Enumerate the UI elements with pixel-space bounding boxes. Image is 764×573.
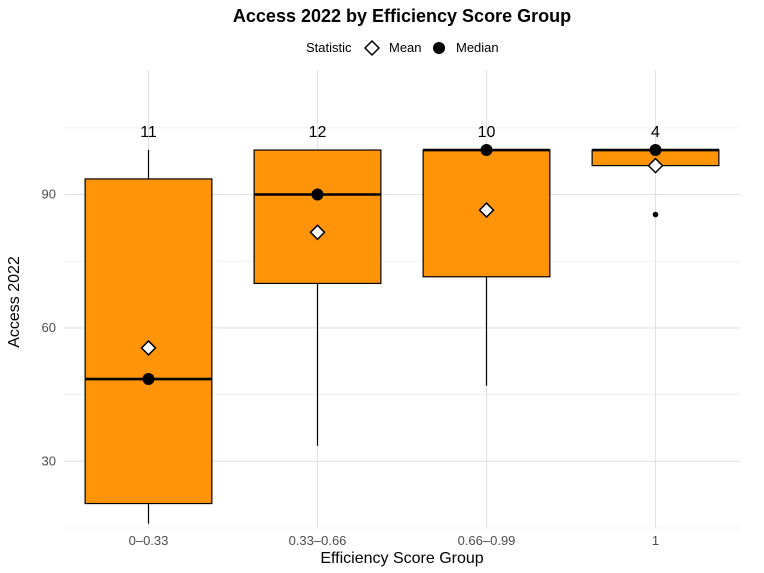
- mean-point: [647, 157, 664, 174]
- mean-point: [140, 339, 157, 356]
- legend-median-circle-icon: [433, 42, 445, 54]
- median-point: [142, 373, 155, 386]
- box-groups: 11 12 10 4: [84, 124, 720, 524]
- y-axis-title: Access 2022: [6, 256, 23, 348]
- y-tick-label: 60: [42, 320, 56, 335]
- median-point: [649, 144, 662, 157]
- mean-point: [309, 224, 326, 241]
- y-axis-ticks: 30 60 90: [42, 187, 56, 469]
- outlier-point: [652, 211, 659, 218]
- box-group: 11: [84, 124, 213, 524]
- x-tick-label: 0.66–0.99: [458, 533, 516, 548]
- legend-mean-diamond-icon: [363, 39, 381, 57]
- mean-point: [478, 202, 495, 219]
- count-label: 12: [309, 124, 327, 141]
- box-group: 10: [422, 124, 551, 386]
- x-axis-ticks: 0–0.33 0.33–0.66 0.66–0.99 1: [129, 533, 660, 548]
- count-label: 11: [140, 124, 157, 141]
- legend-median-label: Median: [456, 40, 499, 55]
- x-tick-label: 1: [652, 533, 659, 548]
- y-tick-label: 30: [42, 453, 56, 468]
- box-group: 12: [253, 124, 382, 446]
- legend-title: Statistic: [306, 40, 352, 55]
- median-point: [480, 144, 493, 157]
- count-label: 10: [478, 124, 496, 141]
- legend-mean-label: Mean: [389, 40, 422, 55]
- median-point: [311, 188, 324, 201]
- count-label: 4: [651, 124, 660, 141]
- chart-title: Access 2022 by Efficiency Score Group: [233, 6, 571, 26]
- legend: Statistic Mean Median: [306, 39, 499, 57]
- x-tick-label: 0–0.33: [129, 533, 169, 548]
- iqr-box: [253, 149, 382, 285]
- x-axis-title: Efficiency Score Group: [320, 550, 483, 567]
- y-tick-label: 90: [42, 187, 56, 202]
- x-tick-label: 0.33–0.66: [289, 533, 347, 548]
- box-group: 4: [591, 124, 720, 218]
